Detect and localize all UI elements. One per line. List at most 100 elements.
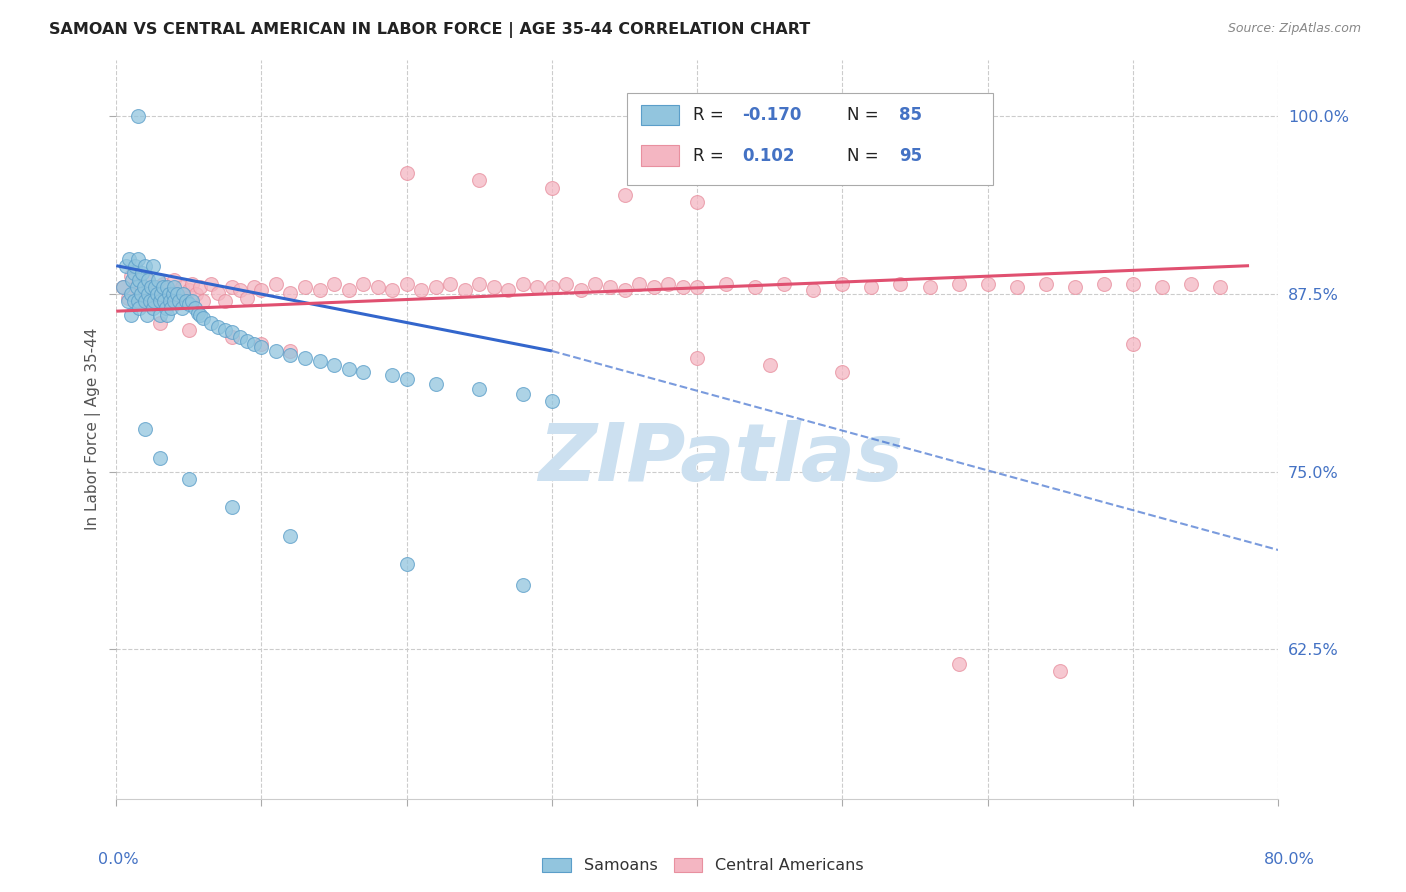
Point xyxy=(160,301,183,316)
Text: -0.170: -0.170 xyxy=(742,106,801,124)
Point xyxy=(236,292,259,306)
Point xyxy=(141,301,163,316)
Point xyxy=(128,301,150,316)
Point xyxy=(149,316,172,330)
Point xyxy=(541,180,564,194)
Point xyxy=(156,280,179,294)
Text: N =: N = xyxy=(846,106,884,124)
Point xyxy=(1049,664,1071,678)
Point xyxy=(214,294,236,309)
Point xyxy=(166,287,188,301)
Text: N =: N = xyxy=(846,146,884,165)
Point xyxy=(512,386,534,401)
Point xyxy=(152,277,174,292)
Point xyxy=(613,187,636,202)
Point xyxy=(214,323,236,337)
Point xyxy=(177,283,200,297)
Point xyxy=(1063,280,1085,294)
Point xyxy=(221,326,243,340)
Point xyxy=(117,292,139,306)
Point xyxy=(163,280,186,294)
Point xyxy=(162,287,184,301)
Point xyxy=(163,294,186,309)
Point xyxy=(411,283,433,297)
Point xyxy=(207,285,229,300)
Point xyxy=(125,280,148,294)
Point xyxy=(177,297,200,311)
Point xyxy=(112,280,135,294)
Point xyxy=(323,358,346,372)
Point xyxy=(250,337,273,351)
Text: 0.0%: 0.0% xyxy=(98,852,139,867)
Point xyxy=(139,280,162,294)
Point xyxy=(657,277,679,292)
Point xyxy=(167,294,190,309)
Point xyxy=(174,294,197,309)
Point xyxy=(112,280,135,294)
Point xyxy=(120,287,142,301)
Point xyxy=(145,280,167,294)
Y-axis label: In Labor Force | Age 35-44: In Labor Force | Age 35-44 xyxy=(86,328,101,531)
Point xyxy=(1005,280,1028,294)
Text: SAMOAN VS CENTRAL AMERICAN IN LABOR FORCE | AGE 35-44 CORRELATION CHART: SAMOAN VS CENTRAL AMERICAN IN LABOR FORC… xyxy=(49,22,810,38)
Point xyxy=(831,365,853,379)
Point xyxy=(948,657,970,671)
Point xyxy=(136,273,159,287)
Point xyxy=(124,259,146,273)
Point xyxy=(337,362,360,376)
Point xyxy=(439,277,461,292)
Point xyxy=(236,334,259,348)
Point xyxy=(243,280,266,294)
Point xyxy=(686,280,709,294)
Text: 85: 85 xyxy=(900,106,922,124)
Point xyxy=(541,280,564,294)
Point xyxy=(200,277,222,292)
Point xyxy=(190,280,212,294)
Point xyxy=(132,280,155,294)
Point xyxy=(425,280,447,294)
Point xyxy=(160,294,183,309)
Point xyxy=(498,283,520,297)
Point xyxy=(170,301,193,316)
Point xyxy=(221,330,243,344)
Point xyxy=(134,294,156,309)
Text: 80.0%: 80.0% xyxy=(1264,852,1315,867)
Point xyxy=(148,273,170,287)
Point xyxy=(120,268,142,283)
Point xyxy=(294,351,316,365)
Point xyxy=(155,301,177,316)
Point xyxy=(134,283,156,297)
Point xyxy=(156,283,179,297)
Point xyxy=(174,292,197,306)
Point xyxy=(118,252,141,266)
Point xyxy=(395,557,418,571)
Text: Source: ZipAtlas.com: Source: ZipAtlas.com xyxy=(1227,22,1361,36)
Point xyxy=(149,287,172,301)
Point xyxy=(200,316,222,330)
Point xyxy=(131,266,153,280)
Point xyxy=(1122,277,1144,292)
Point xyxy=(149,309,172,323)
Point xyxy=(454,283,477,297)
Point xyxy=(526,280,548,294)
Point xyxy=(468,173,491,187)
Point xyxy=(773,277,796,292)
Point xyxy=(280,285,302,300)
Point xyxy=(250,283,273,297)
Point xyxy=(308,354,330,368)
Point xyxy=(352,277,374,292)
Point xyxy=(482,280,505,294)
Point xyxy=(1122,337,1144,351)
Point xyxy=(468,277,491,292)
Point xyxy=(190,309,212,323)
Point xyxy=(425,376,447,391)
Point xyxy=(541,393,564,408)
Text: R =: R = xyxy=(693,146,728,165)
Text: R =: R = xyxy=(693,106,728,124)
Point xyxy=(122,294,145,309)
Text: 0.102: 0.102 xyxy=(742,146,794,165)
Point xyxy=(163,273,186,287)
Point xyxy=(143,294,166,309)
Bar xyxy=(641,145,679,166)
Point xyxy=(1092,277,1115,292)
